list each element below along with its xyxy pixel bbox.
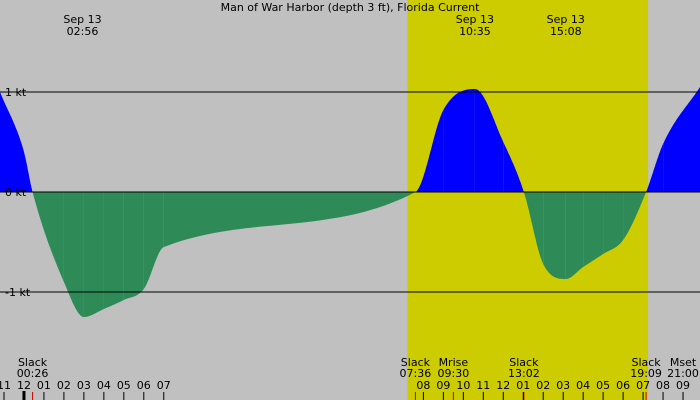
event-time: 00:26: [17, 367, 49, 380]
x-tick-label: 08: [416, 379, 430, 392]
extreme-date: Sep 13: [456, 13, 494, 26]
ebb-area-segment: [163, 192, 416, 247]
ebb-area-segment: [63, 192, 84, 317]
x-tick-label: 12: [17, 379, 31, 392]
x-tick-label: 07: [636, 379, 650, 392]
flood-area-segment: [443, 89, 475, 192]
ebb-area-segment: [123, 192, 144, 300]
y-tick-labels: 1 kt 0 kt -1 kt: [5, 86, 31, 299]
event-time: 07:36: [400, 367, 432, 380]
x-tick-label: 12: [496, 379, 510, 392]
x-tick-label: 01: [516, 379, 530, 392]
x-tick-label: 11: [476, 379, 490, 392]
ebb-area-segment: [143, 192, 164, 289]
x-tick-label: 03: [77, 379, 91, 392]
extreme-date: Sep 13: [63, 13, 101, 26]
event-time: 19:09: [630, 367, 662, 380]
ebb-area-segment: [543, 192, 566, 279]
ebb-area-segment: [623, 192, 647, 240]
y-tick-label: 1 kt: [5, 86, 27, 99]
ebb-area-segment: [523, 192, 544, 264]
x-tick-label: 11: [0, 379, 11, 392]
extreme-time: 15:08: [550, 25, 582, 38]
event-label: Mset: [670, 356, 697, 369]
flood-area-segment: [415, 110, 444, 192]
flood-area-segment: [0, 92, 24, 192]
flood-area-segment: [24, 152, 33, 192]
x-tick-label: 06: [137, 379, 151, 392]
x-tick-label: 05: [596, 379, 610, 392]
x-tick-label: 09: [436, 379, 450, 392]
flood-area-segment: [663, 87, 700, 192]
x-axis: 11 12 01 02 03 04 05 06 07 08 09 10 11 12 01 02 03 04 05 06…: [0, 379, 690, 400]
y-gridlines: [0, 91, 700, 293]
ebb-area-segment: [103, 192, 124, 309]
event-label: Slack: [401, 356, 431, 369]
x-tick-label: 02: [57, 379, 71, 392]
x-tick-label: 10: [456, 379, 470, 392]
x-tick-label: 08: [656, 379, 670, 392]
event-label: Mrise: [439, 356, 469, 369]
flood-area-segment: [474, 89, 504, 192]
event-time: 21:00: [667, 367, 699, 380]
ebb-area-segment: [565, 192, 584, 279]
flood-area-segment: [646, 144, 664, 192]
x-tick-label: 04: [97, 379, 111, 392]
flood-area-segment: [503, 142, 524, 192]
event-time: 13:02: [508, 367, 540, 380]
x-tick-label: 06: [616, 379, 630, 392]
x-tick-label: 04: [576, 379, 590, 392]
x-tick-label: 03: [556, 379, 570, 392]
event-annotations: Slack00:26Slack07:36Mrise09:30Slack13:02…: [17, 356, 699, 400]
extreme-time: 02:56: [67, 25, 99, 38]
y-tick-label: -1 kt: [5, 286, 31, 299]
y-tick-label: 0 kt: [5, 186, 27, 199]
x-tick-label: 05: [117, 379, 131, 392]
ebb-area-segment: [583, 192, 604, 267]
current-areas: [0, 87, 700, 317]
x-tick-label: 09: [676, 379, 690, 392]
extreme-time: 10:35: [459, 25, 491, 38]
event-label: Slack: [18, 356, 48, 369]
ebb-area-segment: [603, 192, 624, 254]
ebb-area-segment: [83, 192, 104, 317]
x-tick-label: 01: [37, 379, 51, 392]
chart-title: Man of War Harbor (depth 3 ft), Florida …: [221, 1, 480, 14]
x-tick-label: 07: [157, 379, 171, 392]
event-label: Slack: [631, 356, 661, 369]
extreme-date: Sep 13: [547, 13, 585, 26]
event-time: 09:30: [438, 367, 470, 380]
event-label: Slack: [509, 356, 539, 369]
x-tick-label: 02: [536, 379, 550, 392]
ebb-area-segment: [32, 192, 64, 282]
